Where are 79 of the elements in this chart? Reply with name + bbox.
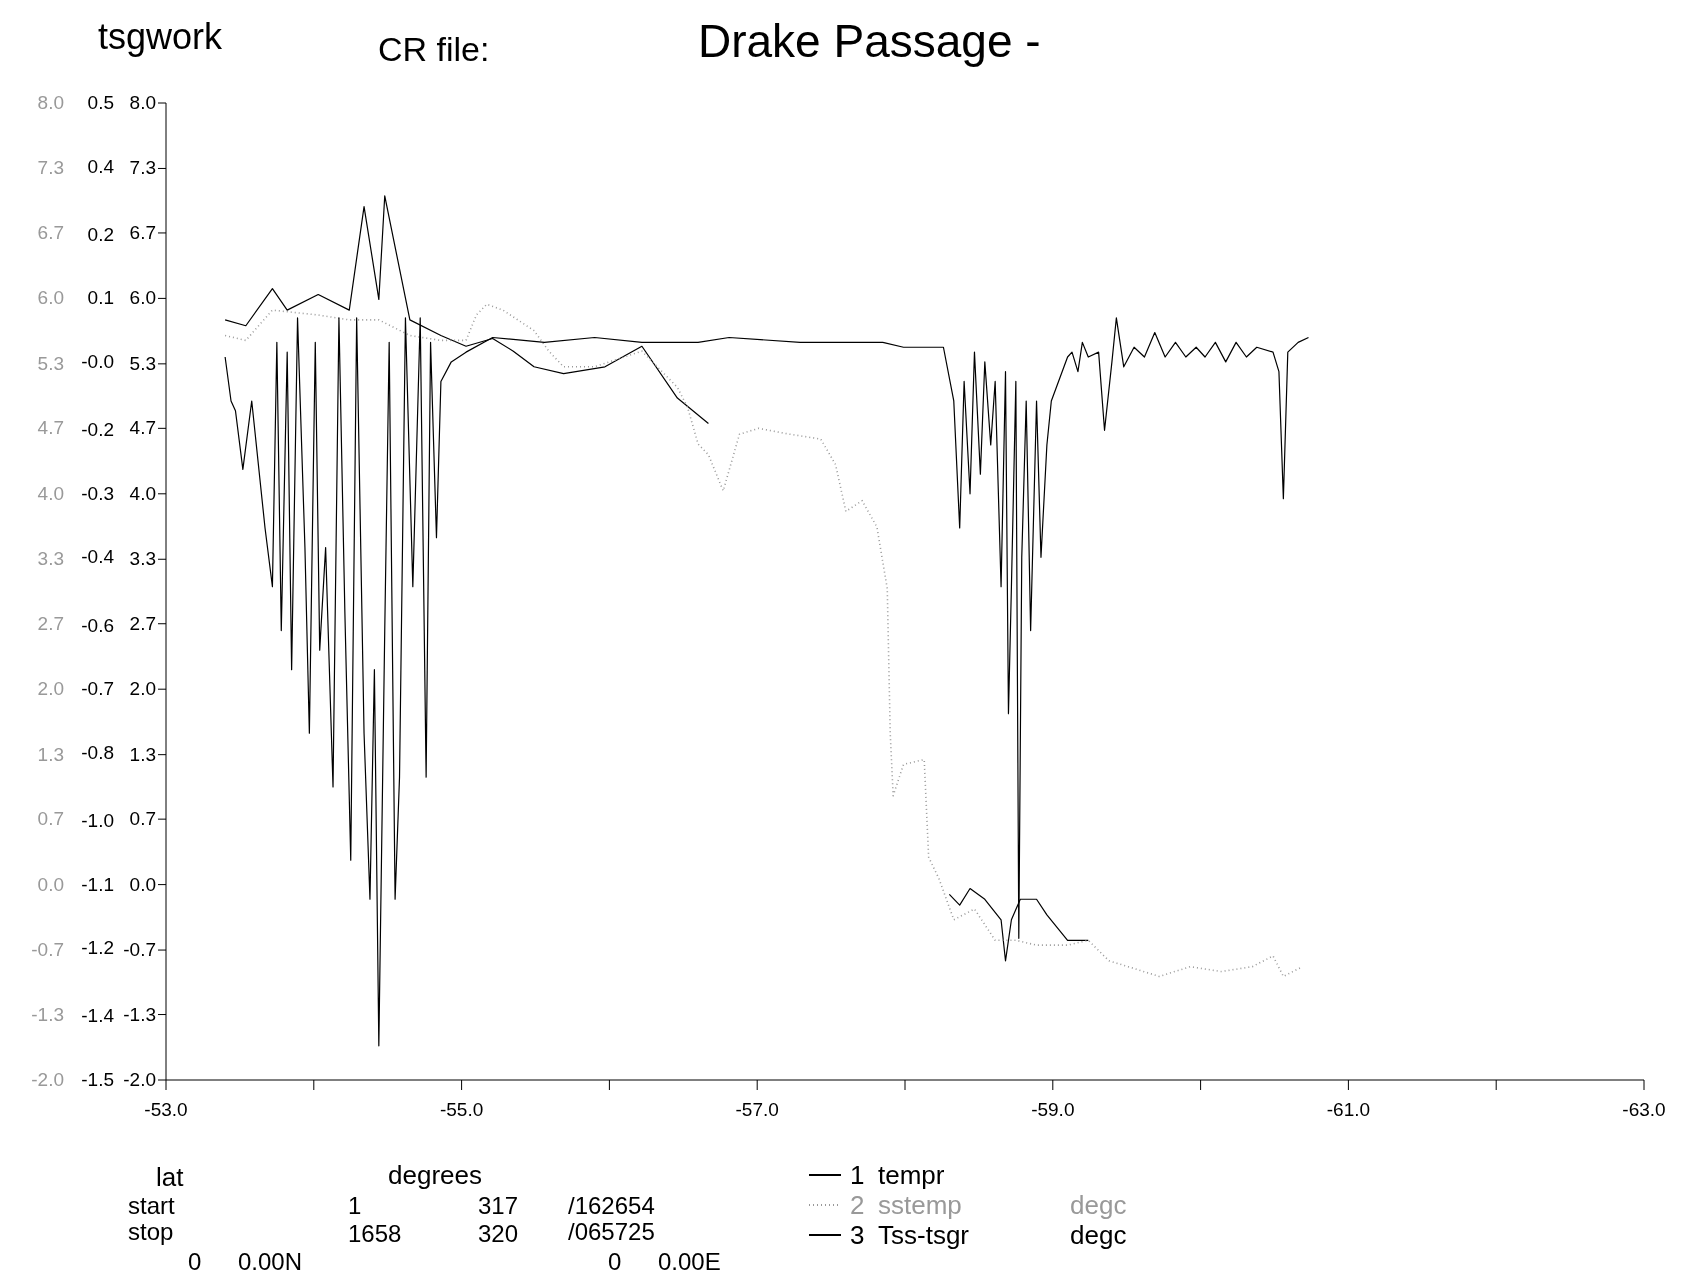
y-tick-label: 4.7 [37,417,64,439]
y-tick-label: 2.7 [37,612,64,634]
text: 1 [850,1159,866,1191]
y3-tick-label: 6.7 [129,221,156,243]
y2-tick-label: -0.7 [81,678,114,700]
y2-tick-label: -1.0 [81,810,114,832]
y2-tick-label: -1.5 [81,1069,114,1090]
y2-tick-label: -0.4 [81,546,115,568]
y3-tick-label: 2.0 [129,678,156,700]
y-tick-label: 0.0 [37,873,64,895]
y-tick-label: 5.3 [37,352,64,374]
x-tick-label: -57.0 [735,1099,779,1120]
y-tick-label: 6.0 [37,287,64,309]
y2-tick-label: -1.4 [81,1005,115,1027]
y3-tick-label: 6.0 [129,287,156,309]
y3-tick-label: -0.7 [123,939,156,961]
y2-tick-label: -1.1 [81,873,114,895]
text: 0 [188,1248,202,1276]
x-tick-label: -59.0 [1031,1099,1075,1120]
y-tick-label: 3.3 [37,548,64,570]
text: degc [1070,1190,1127,1221]
text: 320 [478,1220,519,1248]
legend-label: Tss-tsgr [878,1219,970,1251]
text: 317 [478,1192,519,1220]
legend-label: tempr [878,1159,946,1191]
y3-tick-label: 0.0 [129,873,156,895]
chart-title: Drake Passage - [698,14,1041,68]
y2-tick-label: -0.6 [81,614,114,636]
x-tick-label: -53.0 [144,1099,188,1120]
legend-label: sstemp [878,1189,963,1221]
text: 2 [850,1189,866,1221]
x-axis-title: lat [156,1162,184,1193]
x-tick-label: -63.0 [1622,1099,1666,1120]
text: 0.00E [658,1248,721,1276]
y3-tick-label: 4.7 [129,417,156,439]
y3-tick-label: -1.3 [123,1003,156,1025]
y3-tick-label: 0.7 [129,808,156,830]
y-tick-label: 1.3 [37,743,64,765]
x-tick-label: -61.0 [1326,1099,1371,1120]
y2-tick-label: -0.0 [81,350,114,372]
text: CR file: [378,30,490,69]
y2-tick-label: -0.3 [81,482,114,504]
y-tick-label: -1.3 [31,1003,64,1025]
text: /065725 [568,1218,655,1246]
text: 1658 [348,1220,402,1248]
y3-tick-label: 7.3 [129,157,156,179]
y2-tick-label: 0.4 [87,155,115,177]
y-tick-label: 4.0 [37,482,64,504]
text: start [128,1192,175,1220]
y-tick-label: 7.3 [37,157,64,179]
y2-tick-label: -1.2 [81,937,114,959]
y2-tick-label: -0.2 [81,419,114,441]
y3-tick-label: 5.3 [129,352,156,374]
y-tick-label: -2.0 [31,1069,64,1090]
text: 1 [348,1192,362,1219]
y-tick-label: -0.7 [31,939,64,961]
y-tick-label: 8.0 [37,92,64,113]
text: stop [128,1218,174,1246]
x-tick-label: -55.0 [439,1099,484,1120]
y3-tick-label: 1.3 [129,743,156,765]
text: 3 [850,1219,866,1251]
text: degrees [388,1160,482,1191]
y-tick-label: 2.0 [37,678,64,700]
y2-tick-label: -0.8 [81,741,114,763]
y-tick-label: 6.7 [37,221,64,243]
y3-tick-label: -2.0 [123,1069,156,1090]
y3-tick-label: 4.0 [129,482,156,504]
text: 0 [608,1248,622,1276]
y-tick-label: 0.7 [37,808,64,830]
y3-tick-label: 2.7 [129,612,156,634]
y3-tick-label: 3.3 [129,548,156,570]
text: /162654 [568,1192,655,1220]
y2-tick-label: 0.5 [87,92,114,113]
y2-tick-label: 0.2 [87,223,114,245]
text: degc [1070,1220,1127,1251]
text: tsgwork [98,16,223,58]
text: 0.00N [238,1248,303,1276]
y3-tick-label: 8.0 [129,92,156,113]
y2-tick-label: 0.1 [87,287,114,309]
